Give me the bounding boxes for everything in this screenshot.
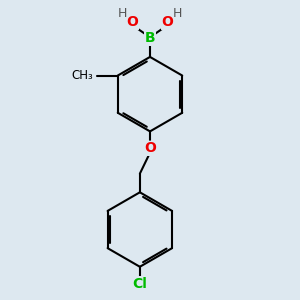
Text: O: O [127,15,138,29]
Text: O: O [162,15,173,29]
Text: H: H [172,7,182,20]
Text: Cl: Cl [132,277,147,291]
Text: O: O [144,141,156,155]
Text: H: H [118,7,128,20]
Text: CH₃: CH₃ [72,69,93,82]
Text: B: B [145,31,155,45]
